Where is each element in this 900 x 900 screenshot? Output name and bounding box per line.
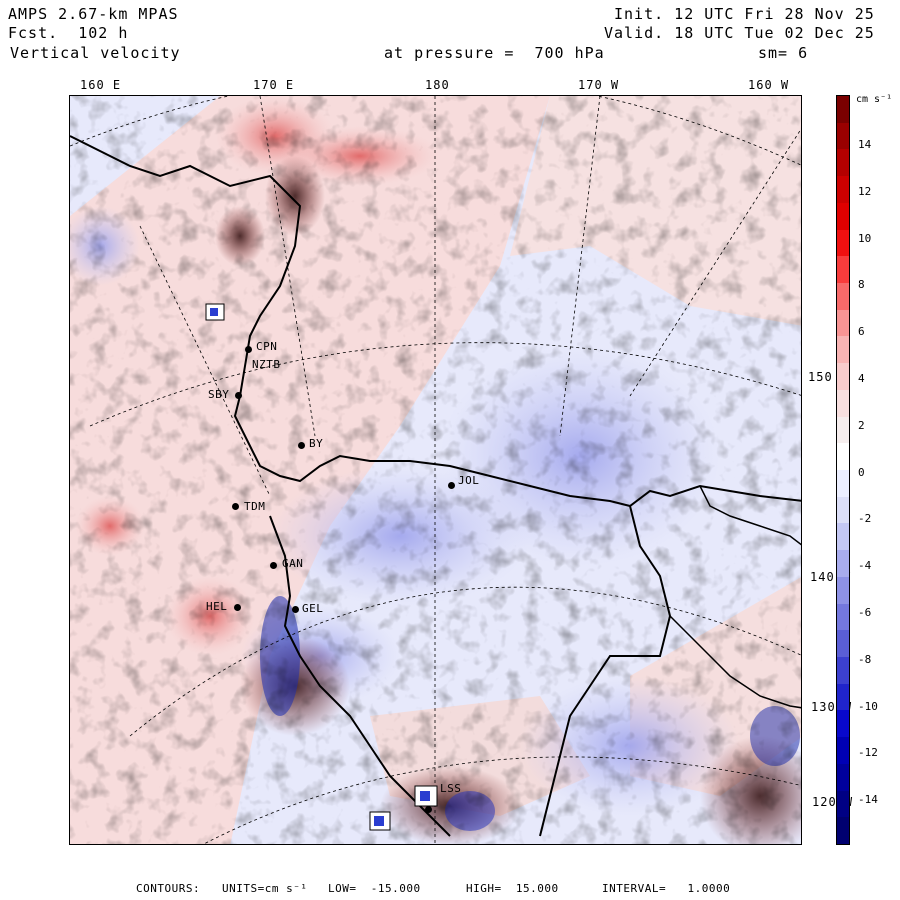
station-label: TDM — [244, 500, 266, 513]
colorbar-tick-label: -8 — [858, 652, 872, 666]
colorbar-tick-label: 6 — [858, 325, 865, 339]
colorbar-segment — [837, 176, 849, 204]
colorbar-segment — [837, 416, 849, 444]
colorbar-segment — [837, 389, 849, 418]
colorbar-segment — [837, 496, 849, 524]
coastline — [70, 135, 801, 508]
station-box-fill — [420, 791, 430, 801]
colorbar-segment — [837, 790, 849, 818]
colorbar-segment — [837, 523, 849, 551]
vertical-velocity-field — [70, 96, 801, 844]
colorbar-tick-label: -6 — [858, 606, 872, 619]
station-label: CPN — [256, 340, 278, 353]
station-label: JOL — [458, 474, 480, 487]
coastline — [669, 615, 801, 709]
graticule — [70, 96, 801, 844]
valid-time: Valid. 18 UTC Tue 02 Dec 25 — [604, 24, 875, 42]
colorbar-tick-label: -10 — [858, 699, 878, 713]
station-dot — [425, 806, 432, 813]
lon-label-160w: 160 W — [748, 78, 790, 92]
coastline — [269, 515, 451, 837]
colorbar-unit: cm s⁻¹ — [856, 94, 893, 105]
colorbar-tick-label: 0 — [858, 465, 865, 479]
station-label: NZTB — [252, 358, 281, 371]
colorbar-tick-label: 2 — [858, 418, 865, 432]
footer-low: LOW= -15.000 — [328, 882, 421, 895]
station-label: GAN — [282, 557, 304, 570]
colorbar-segment — [837, 683, 849, 711]
colorbar-segment — [837, 817, 849, 845]
station-label: GEL — [302, 602, 324, 615]
colorbar-tick-label: -12 — [858, 746, 878, 760]
coastline — [699, 485, 801, 546]
colorbar-segment — [837, 283, 849, 311]
smoothing-value: sm= 6 — [758, 44, 809, 62]
colorbar-segment — [837, 256, 849, 284]
colorbar-segment — [837, 603, 849, 631]
station-dot — [235, 392, 242, 399]
forecast-hour: Fcst. 102 h — [8, 24, 129, 42]
colorbar-segment — [837, 202, 849, 231]
coastline — [539, 505, 672, 837]
init-time: Init. 12 UTC Fri 28 Nov 25 — [614, 5, 875, 23]
lon-label-160e: 160 E — [80, 78, 122, 92]
colorbar-tick-label: 12 — [858, 184, 872, 198]
colorbar-segment — [837, 710, 849, 738]
colorbar-segment — [837, 470, 849, 498]
colorbar-segment — [837, 576, 849, 605]
station-dot — [270, 562, 277, 569]
map-panel[interactable]: CPN NZTB SBY BY TDM GAN GEL JOL HEL LSS — [69, 95, 802, 845]
colorbar-segment — [837, 96, 849, 124]
station-label: BY — [309, 437, 324, 450]
colorbar-tick-label: 10 — [858, 231, 872, 245]
colorbar — [836, 95, 850, 845]
model-title: AMPS 2.67-km MPAS — [8, 5, 179, 23]
station-dot — [234, 604, 241, 611]
colorbar-segment — [837, 336, 849, 364]
colorbar-segment — [837, 363, 849, 391]
footer-contours: CONTOURS: — [136, 882, 201, 895]
station-dot — [292, 606, 299, 613]
pressure-level: at pressure = 700 hPa — [384, 44, 605, 62]
station-dot — [245, 346, 252, 353]
station-box-fill — [374, 816, 384, 826]
station-dot — [448, 482, 455, 489]
station-label: SBY — [208, 388, 230, 401]
colorbar-segment — [837, 122, 849, 150]
footer-interval: INTERVAL= 1.0000 — [602, 882, 731, 895]
station-label: HEL — [206, 600, 228, 613]
station-box-fill — [210, 308, 218, 316]
colorbar-tick-label: -2 — [858, 512, 872, 526]
station-dot — [298, 442, 305, 449]
footer-units: UNITS=cm s⁻¹ — [222, 882, 308, 895]
colorbar-segment — [837, 443, 849, 471]
station-label: LSS — [440, 782, 462, 795]
colorbar-tick-label: -4 — [858, 559, 872, 573]
colorbar-segment — [837, 657, 849, 685]
colorbar-tick-label: 8 — [858, 278, 865, 292]
colorbar-tick-label: 4 — [858, 372, 865, 385]
field-name: Vertical velocity — [10, 44, 181, 62]
colorbar-segment — [837, 149, 849, 177]
colorbar-segment — [837, 550, 849, 578]
colorbar-segment — [837, 309, 849, 337]
lon-label-170e: 170 E — [253, 78, 295, 92]
footer-high: HIGH= 15.000 — [466, 882, 559, 895]
colorbar-segment — [837, 737, 849, 765]
lon-label-180: 180 — [425, 78, 450, 92]
colorbar-segment — [837, 630, 849, 658]
colorbar-tick-label: -14 — [858, 793, 878, 807]
colorbar-tick-label: 14 — [858, 138, 872, 151]
lon-label-170w: 170 W — [578, 78, 620, 92]
contour-texture — [70, 96, 801, 844]
station-dot — [232, 503, 239, 510]
colorbar-segment — [837, 763, 849, 792]
colorbar-segment — [837, 229, 849, 257]
